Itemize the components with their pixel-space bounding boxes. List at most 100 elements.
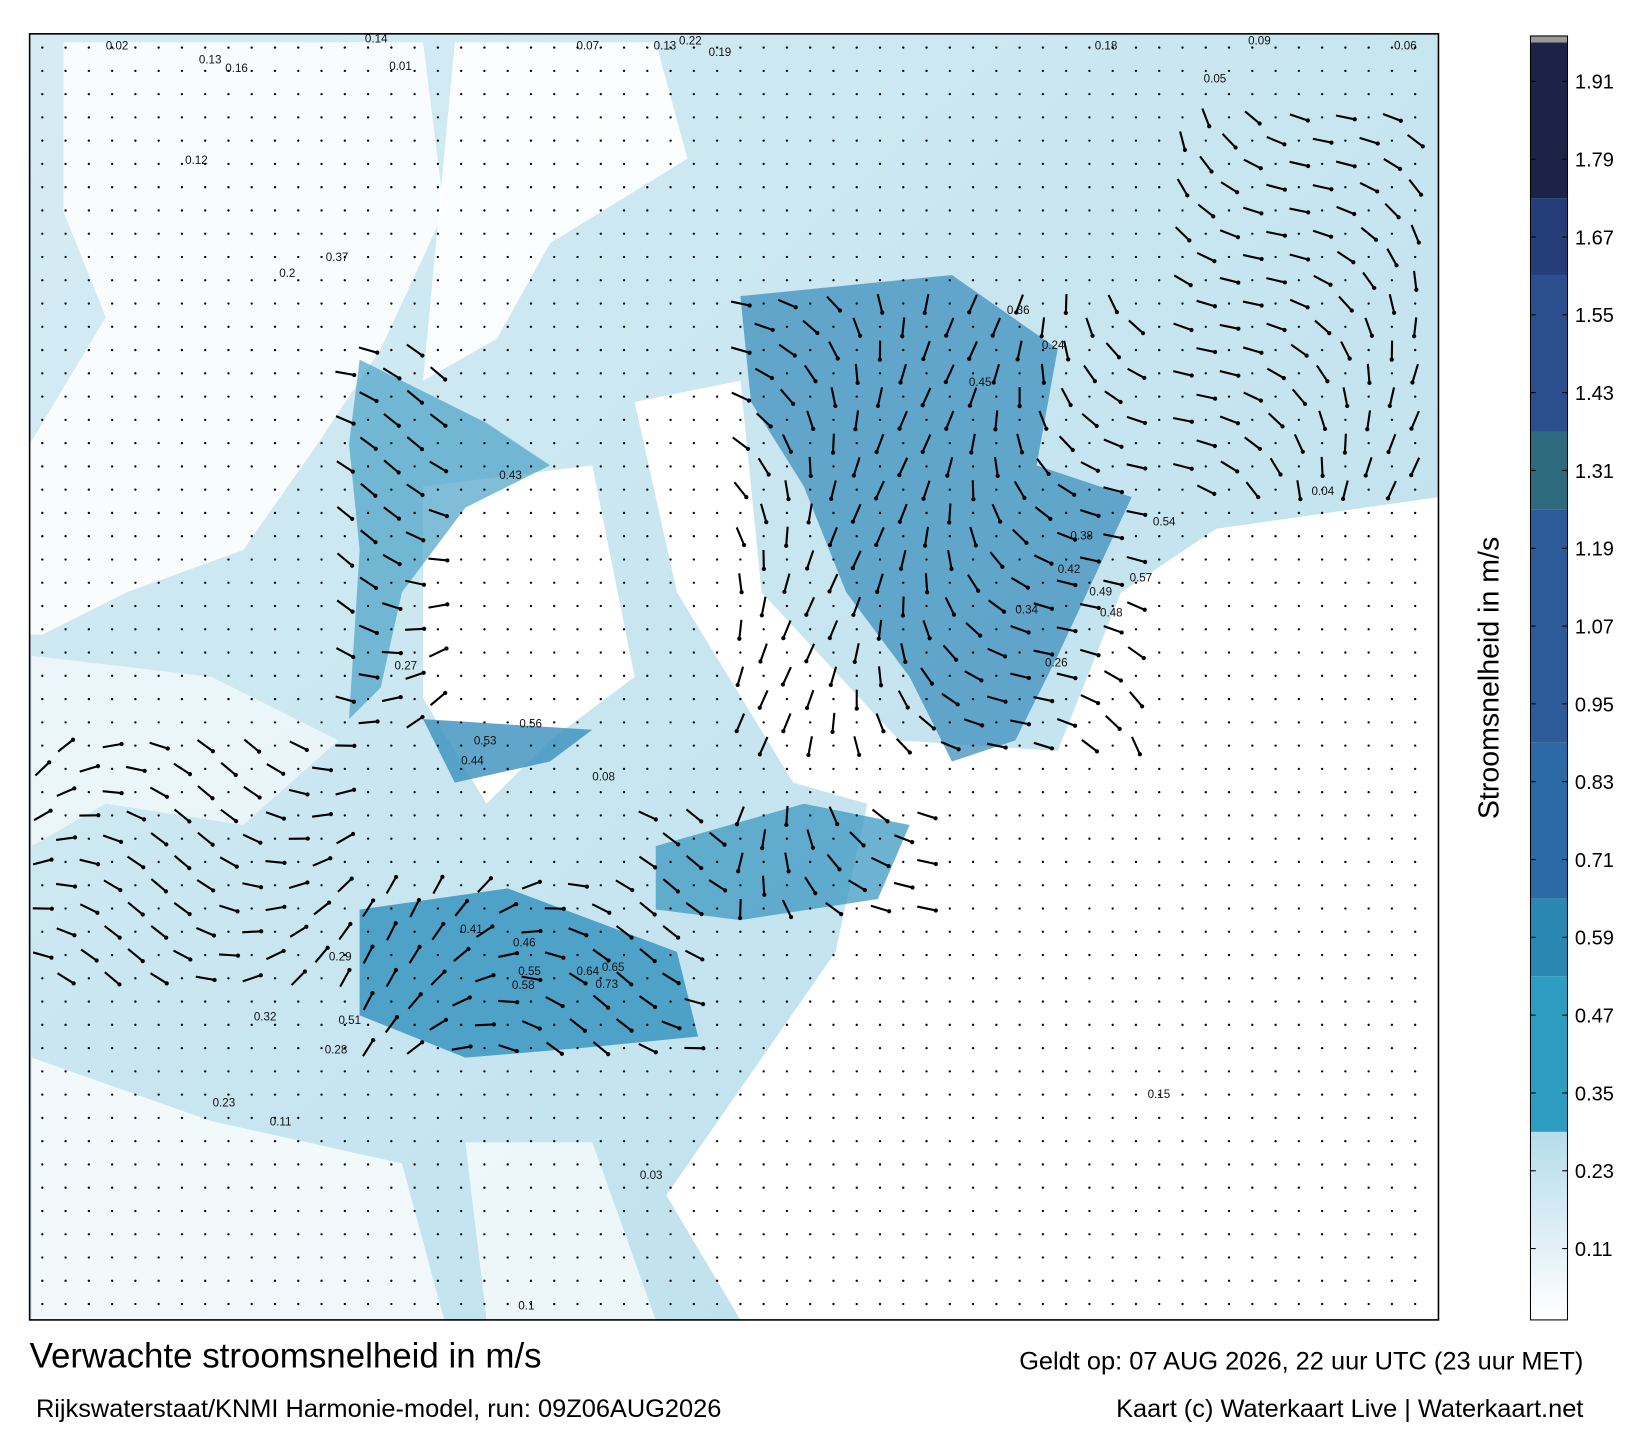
flow-arrow [104,971,121,986]
grid-dot [180,465,184,468]
grid-dot [227,1163,230,1166]
arrow-head [1026,630,1031,635]
grid-dot [1041,232,1045,235]
grid-dot [506,1070,509,1073]
grid-dot [1367,837,1370,840]
grid-dot [1390,721,1394,724]
grid-dot [41,232,44,235]
grid-dot [948,1116,951,1120]
grid-dot [1367,977,1370,980]
grid-dot [1018,1070,1021,1073]
grid-dot [715,325,719,328]
colorbar-band [1530,898,1568,977]
grid-dot [902,395,905,398]
grid-dot [762,628,765,631]
grid-dot [1204,139,1207,142]
arrow-head [861,843,866,848]
grid-dot [273,488,277,491]
grid-dot [529,92,533,96]
flow-arrow [781,899,793,918]
grid-dot [1064,1163,1068,1166]
grid-dot [809,1302,812,1306]
grid-dot [878,1302,882,1306]
grid-dot [553,232,556,235]
grid-dot [320,628,323,631]
grid-dot [529,790,533,794]
grid-dot [529,162,533,166]
grid-dot [576,767,579,771]
grid-dot [832,790,835,794]
grid-dot [41,372,44,375]
arrow-head [676,981,681,986]
grid-dot [762,907,765,910]
grid-dot [506,604,509,608]
grid-dot [809,139,812,142]
grid-dot [459,139,463,142]
grid-dot [1320,1093,1324,1096]
grid-dot [669,581,672,584]
grid-dot [902,1023,905,1026]
arrow-head [281,948,286,954]
arrow-head [922,543,928,548]
grid-dot [41,1046,44,1050]
arrow-head [1072,723,1078,728]
flow-arrow [967,574,980,592]
flow-arrow [195,975,215,981]
arrow-head [967,403,973,408]
grid-dot [320,674,323,677]
grid-dot [715,209,719,212]
flow-arrow [336,599,354,613]
grid-dot [87,1093,91,1096]
arrow-head [880,310,885,315]
grid-dot [948,953,951,957]
flow-arrow [544,907,564,910]
flow-arrow [784,480,790,500]
grid-dot [1390,1000,1394,1003]
grid-dot [1227,535,1231,538]
grid-dot [273,1302,277,1306]
arrow-head [72,933,77,938]
grid-dot [134,325,137,328]
arrow-head [419,400,425,405]
grid-dot [878,1256,882,1259]
flow-arrow [125,765,145,772]
grid-dot [1181,721,1184,724]
grid-dot [227,465,230,468]
grid-dot [250,1093,253,1096]
arrow-head [417,944,422,950]
grid-dot [1367,255,1370,259]
flow-arrow [149,741,169,750]
grid-dot [227,92,230,96]
grid-dot [948,628,951,631]
grid-dot [599,325,602,328]
grid-dot [529,860,533,864]
grid-dot [1088,860,1091,864]
grid-dot [1134,814,1138,817]
grid-dot [995,1000,998,1003]
grid-dot [41,930,44,933]
grid-dot [785,651,789,654]
grid-dot [1390,465,1394,468]
grid-dot [878,511,882,515]
flow-arrow [1196,251,1215,263]
grid-dot [273,1233,277,1236]
grid-dot [669,558,672,561]
grid-dot [459,884,463,887]
grid-dot [622,465,626,468]
grid-dot [110,441,114,445]
arrow-head [949,566,954,571]
grid-dot [273,186,277,189]
grid-dot [1390,884,1394,887]
grid-dot [390,628,393,631]
grid-dot [204,162,207,166]
grid-dot [1181,790,1184,794]
flow-arrow [1243,391,1262,402]
grid-dot [180,325,184,328]
grid-dot [436,232,440,235]
arrow-head [305,792,310,797]
flow-arrow [1245,481,1260,498]
grid-dot [134,1279,137,1282]
grid-dot [1344,511,1347,515]
grid-dot [297,1116,300,1120]
grid-dot [436,488,440,491]
